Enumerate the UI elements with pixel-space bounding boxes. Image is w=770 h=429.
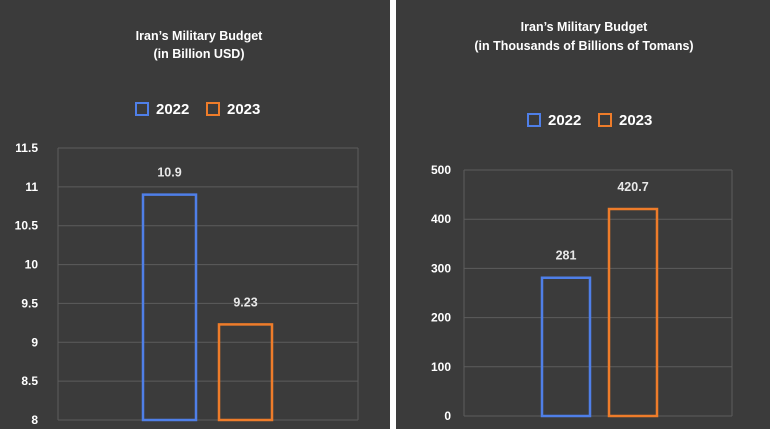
legend-swatch-2022 — [136, 103, 148, 115]
left-chart-panel: Iran’s Military Budget (in Billion USD) … — [0, 0, 390, 429]
chart-title: Iran’s Military Budget — [521, 20, 648, 34]
y-axis-ticks: 0 100 200 300 400 500 — [431, 163, 451, 423]
y-tick-label: 0 — [444, 409, 451, 423]
y-axis-ticks: 8 8.5 9 9.5 10 10.5 11 11.5 — [15, 141, 39, 427]
chart-subtitle: (in Thousands of Billions of Tomans) — [474, 39, 693, 53]
y-tick-label: 500 — [431, 163, 451, 177]
gridlines — [464, 170, 732, 416]
bar-2022 — [542, 278, 590, 416]
y-tick-label: 10.5 — [15, 219, 39, 233]
chart-figure: Iran’s Military Budget (in Billion USD) … — [0, 0, 770, 429]
legend-label-2023: 2023 — [619, 112, 652, 129]
data-label-2022: 10.9 — [157, 166, 181, 180]
y-tick-label: 300 — [431, 261, 451, 275]
legend: 2022 2023 — [528, 112, 652, 129]
legend-swatch-2023 — [207, 103, 219, 115]
y-tick-label: 9.5 — [21, 296, 38, 310]
toman-budget-chart: Iran’s Military Budget (in Thousands of … — [396, 0, 770, 429]
bar-2023 — [609, 209, 657, 416]
y-tick-label: 9 — [31, 335, 38, 349]
y-tick-label: 10 — [25, 258, 39, 272]
y-tick-label: 11 — [25, 180, 38, 194]
legend-swatch-2022 — [528, 114, 540, 126]
y-tick-label: 100 — [431, 360, 451, 374]
y-tick-label: 8 — [31, 413, 38, 427]
y-tick-label: 11.5 — [15, 141, 38, 155]
data-label-2023: 9.23 — [233, 295, 257, 309]
data-label-2022: 281 — [556, 249, 577, 263]
usd-budget-chart: Iran’s Military Budget (in Billion USD) … — [0, 0, 390, 429]
chart-subtitle: (in Billion USD) — [154, 47, 245, 61]
legend-label-2023: 2023 — [227, 101, 260, 118]
right-chart-panel: Iran’s Military Budget (in Thousands of … — [396, 0, 770, 429]
bar-2022 — [143, 195, 196, 420]
legend: 2022 2023 — [136, 101, 260, 118]
gridlines — [58, 148, 358, 420]
data-label-2023: 420.7 — [617, 180, 648, 194]
data-labels: 281 420.7 — [556, 180, 649, 263]
y-tick-label: 200 — [431, 311, 451, 325]
legend-label-2022: 2022 — [548, 112, 581, 129]
legend-swatch-2023 — [599, 114, 611, 126]
bar-2023 — [219, 324, 272, 420]
legend-label-2022: 2022 — [156, 101, 189, 118]
chart-title: Iran’s Military Budget — [136, 29, 263, 43]
bars — [542, 209, 657, 416]
y-tick-label: 8.5 — [21, 374, 38, 388]
y-tick-label: 400 — [431, 212, 451, 226]
